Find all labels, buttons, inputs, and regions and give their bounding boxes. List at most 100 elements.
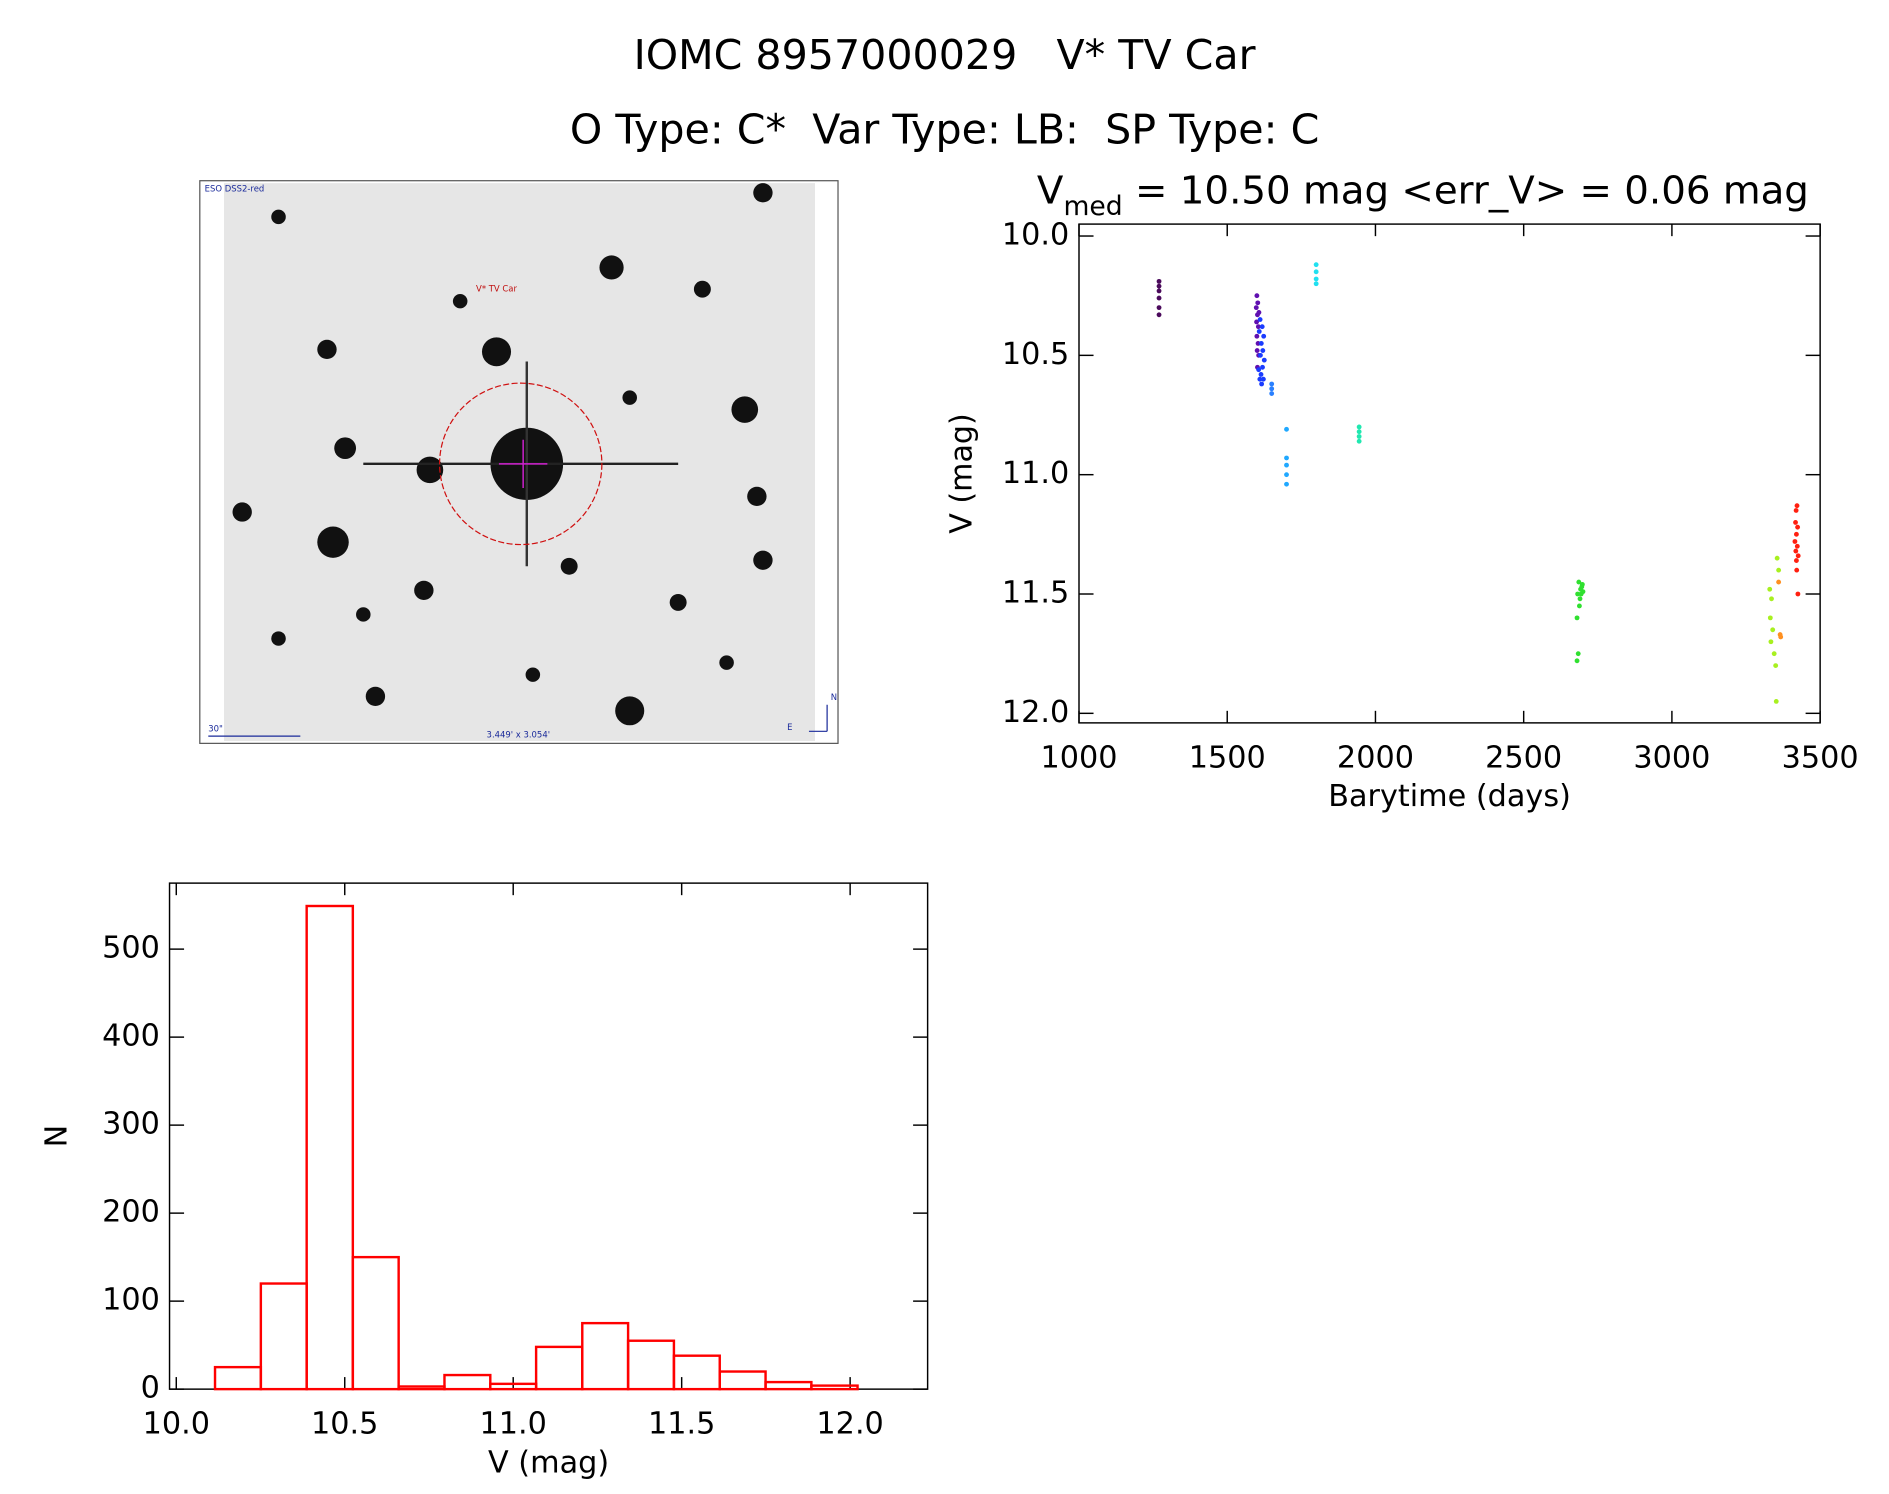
data-point [1793, 548, 1799, 554]
data-point [1774, 555, 1780, 561]
sky-image: ESO DSS2-red V* TV Car 30" 3.449' x 3.05… [199, 180, 839, 744]
data-point [1255, 300, 1261, 306]
data-point [1254, 333, 1260, 339]
data-point [1575, 651, 1581, 657]
y-tick-label: 200 [102, 1195, 160, 1230]
data-point [1770, 627, 1776, 633]
data-point [1773, 698, 1779, 704]
y-axis-label: V (mag) [944, 413, 979, 534]
x-tick-label: 11.5 [648, 1407, 715, 1442]
title-subscript: med [1063, 191, 1122, 222]
histogram-bar [213, 1365, 263, 1391]
data-point [1258, 352, 1263, 358]
y-tick-label: 10.0 [1002, 218, 1069, 253]
data-point [1574, 658, 1580, 664]
data-point [1771, 651, 1777, 657]
data-point [1261, 333, 1267, 339]
x-tick-label: 10.0 [143, 1407, 210, 1442]
y-tick-label: 0 [141, 1371, 160, 1406]
histogram-bar [626, 1339, 676, 1391]
data-point [1269, 391, 1275, 396]
subtitle: O Type: C* Var Type: LB: SP Type: C [570, 106, 1319, 154]
data-point [1356, 424, 1362, 430]
data-point [1284, 472, 1289, 478]
data-point [1284, 462, 1289, 468]
crosshair [498, 439, 548, 488]
data-point [1313, 262, 1319, 268]
x-tick-label: 2500 [1485, 741, 1562, 776]
data-point [1795, 591, 1801, 597]
histogram-bar [764, 1380, 813, 1391]
data-point [1794, 567, 1800, 573]
data-point [1795, 524, 1801, 530]
data-point [1269, 381, 1275, 387]
aperture [438, 382, 603, 546]
data-point [1156, 283, 1162, 289]
data-point [1156, 305, 1162, 311]
data-point [1258, 372, 1264, 377]
data-point [1576, 603, 1582, 609]
histogram-bar [397, 1385, 446, 1391]
histogram-bar [718, 1370, 767, 1391]
data-point [1577, 596, 1583, 602]
data-point [1260, 348, 1266, 353]
data-point [1269, 386, 1275, 392]
histogram-bar [534, 1345, 584, 1391]
data-point [1284, 481, 1289, 487]
histogram-bar [810, 1384, 859, 1391]
data-point [1253, 305, 1259, 311]
data-point [1257, 317, 1263, 322]
data-point [1259, 381, 1265, 387]
y-tick-label: 100 [102, 1283, 160, 1318]
data-point [1793, 558, 1799, 564]
y-tick-label: 11.5 [1002, 576, 1069, 611]
scale-label: 30" [208, 723, 223, 733]
data-point [1773, 663, 1779, 669]
data-point [1793, 520, 1798, 525]
data-point [1580, 589, 1586, 595]
data-point [1313, 276, 1319, 282]
scatter-title: Vmed = 10.50 mag <err_V> = 0.06 mag [1037, 168, 1809, 221]
data-point [1579, 582, 1585, 587]
data-point [1768, 639, 1774, 645]
data-point [1574, 615, 1580, 621]
east-label: E [787, 722, 792, 732]
data-point [1793, 531, 1799, 537]
histogram-bar [259, 1282, 308, 1391]
x-axis-label: Barytime (days) [1328, 779, 1571, 814]
data-point [1576, 579, 1582, 585]
data-point [1313, 269, 1319, 275]
data-point [1767, 586, 1773, 592]
y-axis-label: N [40, 1125, 75, 1148]
x-tick-label: 10.5 [311, 1407, 378, 1442]
data-point [1313, 281, 1319, 287]
data-point [1156, 288, 1162, 294]
x-axis-label: V (mag) [488, 1445, 609, 1480]
data-point [1254, 348, 1260, 353]
data-point [1776, 579, 1782, 585]
data-point [1256, 367, 1262, 373]
data-point [1769, 596, 1774, 602]
title-text: = 10.50 mag <err_V> = 0.06 mag [1123, 168, 1809, 213]
y-tick-label: 12.0 [1002, 695, 1069, 730]
y-tick-label: 500 [102, 931, 160, 966]
y-tick-label: 300 [102, 1107, 160, 1142]
data-point [1259, 324, 1265, 330]
data-point [1156, 312, 1162, 318]
title-symbol: V [1037, 168, 1064, 213]
fov-label: 3.449' x 3.054' [487, 729, 550, 739]
plot-frame [168, 882, 929, 1390]
data-point [1794, 503, 1800, 509]
data-point [1257, 376, 1263, 382]
data-point [1356, 434, 1362, 439]
data-point [1254, 293, 1260, 299]
data-point [1767, 615, 1773, 621]
data-point [1284, 426, 1289, 432]
x-tick-label: 11.0 [480, 1407, 547, 1442]
data-point [1792, 539, 1798, 544]
data-point [1256, 329, 1262, 334]
x-tick-label: 1000 [1040, 741, 1117, 776]
data-point [1356, 429, 1362, 435]
data-point [1356, 438, 1362, 444]
